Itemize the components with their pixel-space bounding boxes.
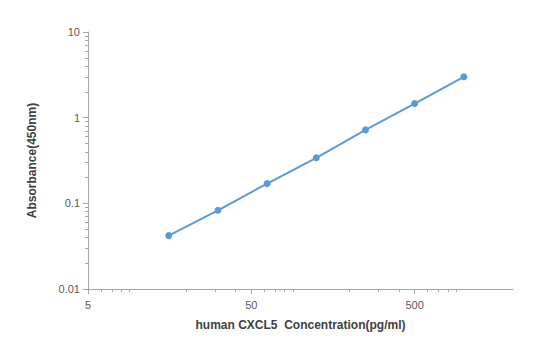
- svg-text:5: 5: [85, 299, 91, 311]
- svg-text:1: 1: [74, 112, 80, 124]
- svg-text:10: 10: [68, 26, 80, 38]
- svg-text:0.1: 0.1: [65, 197, 80, 209]
- svg-text:50: 50: [245, 299, 257, 311]
- svg-text:500: 500: [405, 299, 423, 311]
- svg-text:Absorbance(450nm): Absorbance(450nm): [25, 103, 39, 218]
- svg-text:0.01: 0.01: [59, 283, 80, 295]
- svg-text:human CXCL5 Concentration(pg/: human CXCL5 Concentration(pg/ml): [196, 318, 406, 332]
